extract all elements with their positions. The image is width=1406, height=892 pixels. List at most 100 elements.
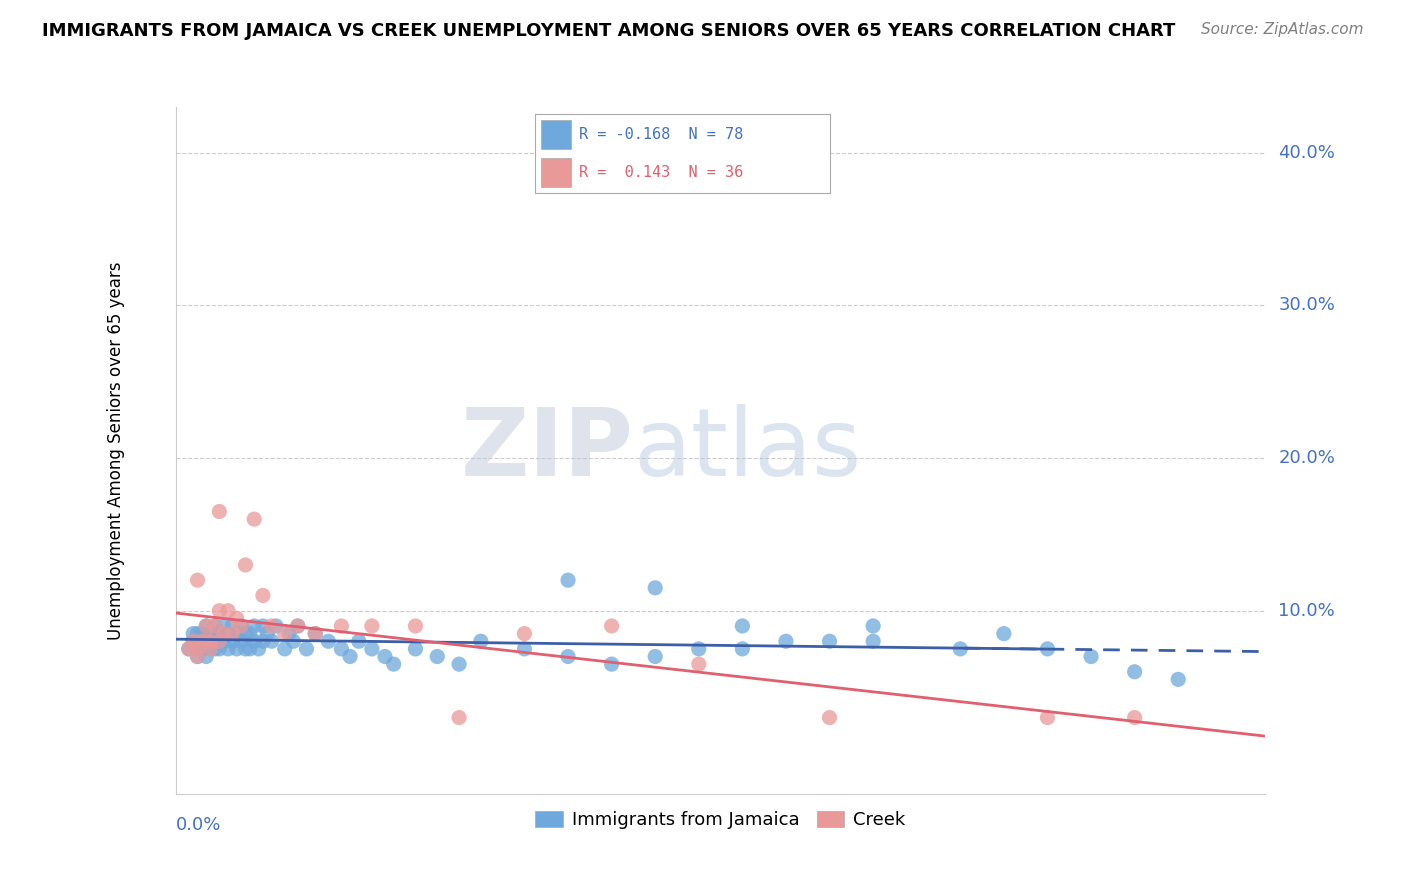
Point [221, 619, 243, 633]
Point [600, 619, 623, 633]
Point [204, 641, 226, 656]
Point [243, 619, 266, 633]
Point [1080, 649, 1102, 664]
Point [688, 657, 710, 672]
Point [204, 619, 226, 633]
Point [186, 641, 209, 656]
Point [260, 619, 283, 633]
Point [186, 573, 209, 587]
Point [208, 634, 231, 648]
Point [274, 641, 297, 656]
Point [200, 626, 222, 640]
Point [862, 619, 884, 633]
Legend: Immigrants from Jamaica, Creek: Immigrants from Jamaica, Creek [529, 804, 912, 837]
Text: 0.0%: 0.0% [176, 816, 221, 834]
Point [200, 641, 222, 656]
Point [208, 504, 231, 518]
Point [513, 626, 536, 640]
Point [186, 626, 209, 640]
Text: atlas: atlas [633, 404, 862, 497]
Point [557, 573, 579, 587]
Point [405, 619, 427, 633]
Point [644, 649, 666, 664]
Point [688, 641, 710, 656]
Point [181, 626, 204, 640]
Point [447, 710, 470, 724]
Point [256, 626, 278, 640]
Point [204, 619, 226, 633]
Point [186, 649, 209, 664]
Point [191, 641, 214, 656]
Point [949, 641, 972, 656]
Point [208, 641, 231, 656]
Point [243, 634, 266, 648]
Point [513, 641, 536, 656]
Point [993, 626, 1015, 640]
Point [347, 634, 370, 648]
Point [818, 710, 841, 724]
Point [235, 558, 257, 572]
Point [195, 634, 218, 648]
Point [360, 619, 382, 633]
Point [278, 626, 301, 640]
Point [208, 626, 231, 640]
Point [644, 581, 666, 595]
Point [186, 649, 209, 664]
Point [731, 641, 754, 656]
Point [195, 649, 218, 664]
Point [191, 634, 214, 648]
Point [339, 649, 361, 664]
Point [243, 512, 266, 526]
Point [177, 641, 200, 656]
Point [235, 626, 257, 640]
Point [318, 634, 340, 648]
Point [200, 641, 222, 656]
Point [247, 641, 270, 656]
Point [862, 634, 884, 648]
Point [304, 626, 326, 640]
Point [304, 626, 326, 640]
Point [191, 626, 214, 640]
Point [217, 604, 239, 618]
Point [405, 641, 427, 656]
Text: 20.0%: 20.0% [1278, 449, 1336, 467]
Point [195, 619, 218, 633]
Point [239, 626, 262, 640]
Point [208, 604, 231, 618]
Point [231, 619, 253, 633]
Point [195, 619, 218, 633]
Text: Unemployment Among Seniors over 65 years: Unemployment Among Seniors over 65 years [107, 261, 125, 640]
Point [374, 649, 396, 664]
Point [600, 657, 623, 672]
Point [181, 634, 204, 648]
Point [212, 626, 235, 640]
Text: 40.0%: 40.0% [1278, 144, 1336, 161]
Point [231, 634, 253, 648]
Point [181, 634, 204, 648]
Point [283, 634, 305, 648]
Point [557, 649, 579, 664]
Point [239, 641, 262, 656]
Point [295, 641, 318, 656]
Point [235, 641, 257, 656]
Point [1036, 641, 1059, 656]
Point [225, 626, 247, 640]
Point [200, 634, 222, 648]
Point [195, 634, 218, 648]
Text: 30.0%: 30.0% [1278, 296, 1336, 315]
Text: 10.0%: 10.0% [1278, 602, 1336, 620]
Point [382, 657, 405, 672]
Point [252, 589, 274, 603]
Point [260, 634, 283, 648]
Point [1036, 710, 1059, 724]
Point [221, 634, 243, 648]
Point [1123, 665, 1146, 679]
Point [252, 619, 274, 633]
Point [775, 634, 797, 648]
Point [200, 634, 222, 648]
Point [818, 634, 841, 648]
Point [212, 634, 235, 648]
Point [225, 611, 247, 625]
Point [470, 634, 492, 648]
Point [330, 619, 353, 633]
